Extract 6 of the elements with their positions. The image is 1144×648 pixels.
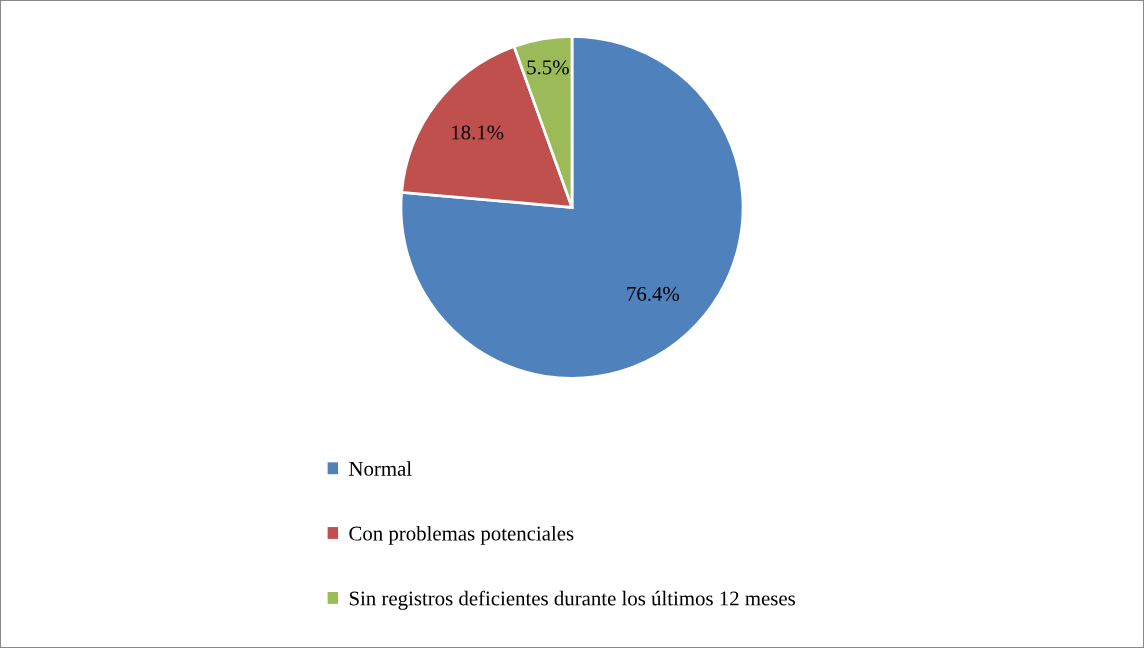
data-label: 5.5% <box>527 60 569 75</box>
legend-label: Normal <box>349 461 412 476</box>
legend-label: Con problemas potenciales <box>349 525 574 545</box>
data-label: 18.1% <box>452 125 504 140</box>
data-label: 76.4% <box>627 286 680 301</box>
legend-label: Sin registros deficientes durante los últimos 12 meses <box>349 590 795 610</box>
